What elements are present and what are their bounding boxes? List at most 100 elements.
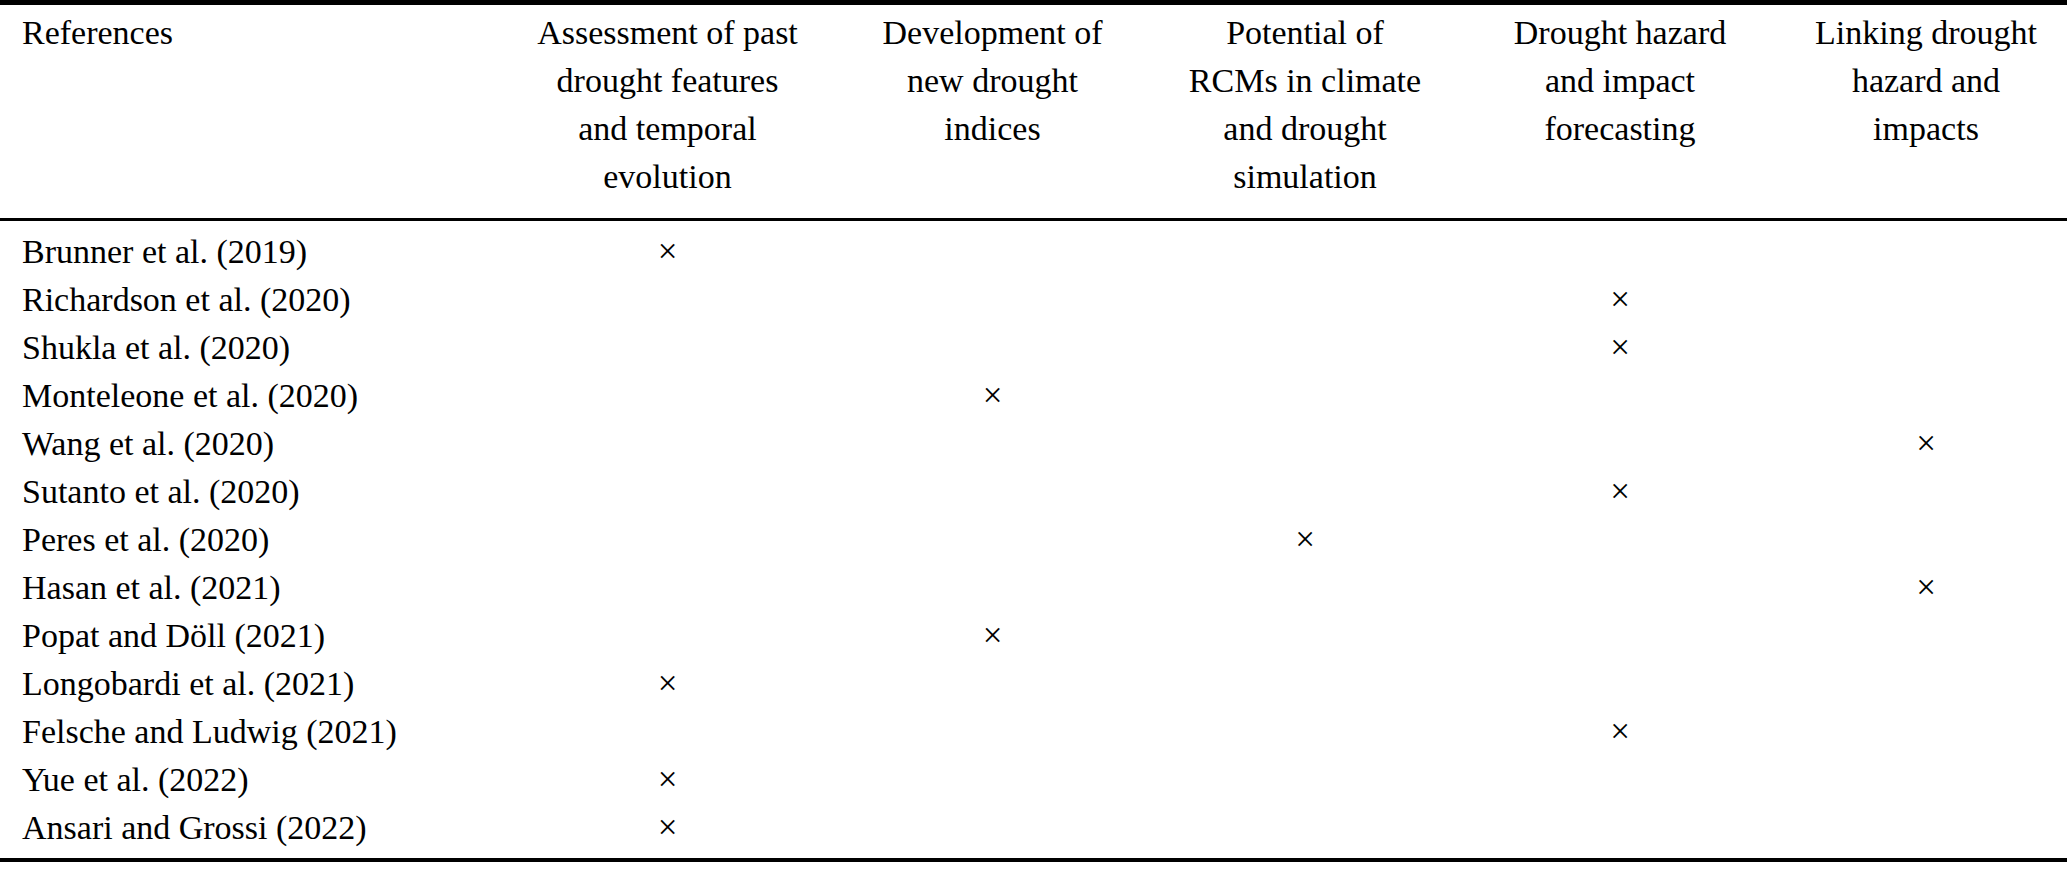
table-row: Ansari and Grossi (2022)× [0, 804, 2067, 860]
empty-cell [1155, 420, 1455, 468]
category-mark-assessment: × [505, 220, 830, 277]
empty-cell [1155, 708, 1455, 756]
table-row: Yue et al. (2022)× [0, 756, 2067, 804]
column-header-references: References [0, 3, 505, 220]
empty-cell [1785, 708, 2067, 756]
empty-cell [830, 516, 1155, 564]
empty-cell [1785, 372, 2067, 420]
empty-cell [830, 564, 1155, 612]
empty-cell [1455, 756, 1785, 804]
reference-label: Shukla et al. (2020) [0, 324, 505, 372]
empty-cell [505, 372, 830, 420]
reference-category-table: References Assessment of past drought fe… [0, 0, 2067, 862]
empty-cell [1455, 660, 1785, 708]
empty-cell [830, 420, 1155, 468]
empty-cell [505, 420, 830, 468]
table-row: Sutanto et al. (2020) × [0, 468, 2067, 516]
reference-label: Monteleone et al. (2020) [0, 372, 505, 420]
empty-cell [830, 804, 1155, 860]
table-row: Peres et al. (2020) × [0, 516, 2067, 564]
empty-cell [830, 468, 1155, 516]
empty-cell [1155, 220, 1455, 277]
category-mark-rcms: × [1155, 516, 1455, 564]
empty-cell [830, 708, 1155, 756]
empty-cell [1155, 324, 1455, 372]
column-header-rcms: Potential of RCMs in climate and drought… [1155, 3, 1455, 220]
table-row: Monteleone et al. (2020) × [0, 372, 2067, 420]
table-row: Brunner et al. (2019)× [0, 220, 2067, 277]
reference-label: Ansari and Grossi (2022) [0, 804, 505, 860]
column-header-linking: Linking drought hazard and impacts [1785, 3, 2067, 220]
reference-label: Hasan et al. (2021) [0, 564, 505, 612]
empty-cell [1785, 324, 2067, 372]
category-mark-indices: × [830, 372, 1155, 420]
table-row: Richardson et al. (2020) × [0, 276, 2067, 324]
table-row: Shukla et al. (2020) × [0, 324, 2067, 372]
category-mark-forecasting: × [1455, 708, 1785, 756]
table-row: Felsche and Ludwig (2021) × [0, 708, 2067, 756]
category-mark-forecasting: × [1455, 468, 1785, 516]
empty-cell [1785, 468, 2067, 516]
empty-cell [830, 756, 1155, 804]
empty-cell [1155, 564, 1455, 612]
empty-cell [830, 276, 1155, 324]
table-row: Hasan et al. (2021) × [0, 564, 2067, 612]
empty-cell [1455, 220, 1785, 277]
header-row: References Assessment of past drought fe… [0, 3, 2067, 220]
empty-cell [1155, 276, 1455, 324]
empty-cell [505, 468, 830, 516]
category-mark-assessment: × [505, 660, 830, 708]
empty-cell [1785, 516, 2067, 564]
category-mark-indices: × [830, 612, 1155, 660]
empty-cell [505, 612, 830, 660]
empty-cell [1155, 756, 1455, 804]
reference-label: Brunner et al. (2019) [0, 220, 505, 277]
empty-cell [830, 324, 1155, 372]
empty-cell [1155, 468, 1455, 516]
empty-cell [1785, 276, 2067, 324]
empty-cell [830, 220, 1155, 277]
category-mark-linking: × [1785, 420, 2067, 468]
empty-cell [505, 564, 830, 612]
empty-cell [1155, 804, 1455, 860]
empty-cell [830, 660, 1155, 708]
empty-cell [505, 516, 830, 564]
empty-cell [505, 276, 830, 324]
empty-cell [1785, 804, 2067, 860]
empty-cell [1155, 372, 1455, 420]
category-mark-assessment: × [505, 804, 830, 860]
column-header-forecasting: Drought hazard and impact forecasting [1455, 3, 1785, 220]
empty-cell [1785, 660, 2067, 708]
column-header-assessment: Assessment of past drought features and … [505, 3, 830, 220]
paper-table-page: References Assessment of past drought fe… [0, 0, 2067, 870]
category-mark-forecasting: × [1455, 324, 1785, 372]
empty-cell [1455, 612, 1785, 660]
empty-cell [1455, 372, 1785, 420]
reference-label: Richardson et al. (2020) [0, 276, 505, 324]
table-header: References Assessment of past drought fe… [0, 3, 2067, 220]
column-header-indices: Development of new drought indices [830, 3, 1155, 220]
reference-label: Longobardi et al. (2021) [0, 660, 505, 708]
empty-cell [1785, 220, 2067, 277]
table-row: Longobardi et al. (2021)× [0, 660, 2067, 708]
table-body: Brunner et al. (2019)×Richardson et al. … [0, 220, 2067, 861]
category-mark-assessment: × [505, 756, 830, 804]
category-mark-forecasting: × [1455, 276, 1785, 324]
table-row: Wang et al. (2020) × [0, 420, 2067, 468]
empty-cell [1785, 612, 2067, 660]
empty-cell [1785, 756, 2067, 804]
empty-cell [1455, 516, 1785, 564]
empty-cell [1455, 804, 1785, 860]
reference-label: Felsche and Ludwig (2021) [0, 708, 505, 756]
reference-label: Yue et al. (2022) [0, 756, 505, 804]
table-row: Popat and Döll (2021) × [0, 612, 2067, 660]
empty-cell [1455, 420, 1785, 468]
reference-label: Wang et al. (2020) [0, 420, 505, 468]
empty-cell [505, 324, 830, 372]
category-mark-linking: × [1785, 564, 2067, 612]
empty-cell [1155, 612, 1455, 660]
reference-label: Peres et al. (2020) [0, 516, 505, 564]
reference-label: Sutanto et al. (2020) [0, 468, 505, 516]
reference-label: Popat and Döll (2021) [0, 612, 505, 660]
empty-cell [505, 708, 830, 756]
